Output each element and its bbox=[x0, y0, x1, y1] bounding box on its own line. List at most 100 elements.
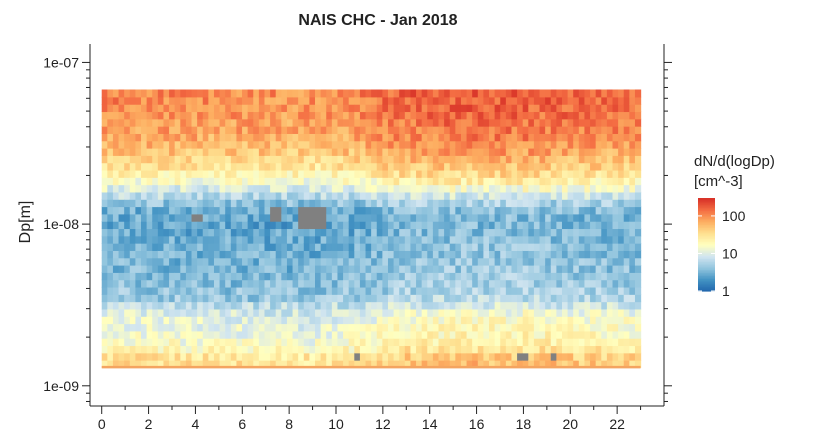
heatmap-cell bbox=[258, 235, 266, 244]
heatmap-cell bbox=[449, 104, 456, 113]
heatmap-cell bbox=[197, 177, 204, 186]
heatmap-cell bbox=[601, 96, 608, 105]
heatmap-cell bbox=[185, 155, 193, 164]
heatmap-cell bbox=[320, 199, 327, 208]
heatmap-cell bbox=[489, 345, 496, 354]
heatmap-cell bbox=[432, 279, 440, 288]
heatmap-cell bbox=[208, 221, 215, 230]
heatmap-cell bbox=[528, 345, 535, 354]
heatmap-cell bbox=[623, 199, 630, 208]
heatmap-cell bbox=[225, 206, 232, 215]
heatmap-cell bbox=[298, 316, 305, 325]
heatmap-cell bbox=[275, 140, 282, 149]
heatmap-cell bbox=[455, 243, 462, 251]
heatmap-cell bbox=[494, 104, 501, 113]
heatmap-cell bbox=[578, 286, 586, 295]
heatmap-cell bbox=[118, 257, 125, 266]
heatmap-cell bbox=[432, 177, 440, 186]
heatmap-cell bbox=[376, 169, 383, 178]
heatmap-cell bbox=[528, 243, 535, 251]
heatmap-cell bbox=[365, 162, 372, 171]
heatmap-cell bbox=[511, 89, 518, 98]
heatmap-cell bbox=[421, 118, 428, 127]
heatmap-cell bbox=[258, 250, 266, 259]
heatmap-cell bbox=[517, 316, 524, 325]
heatmap-cell bbox=[410, 243, 417, 251]
heatmap-cell bbox=[483, 133, 490, 142]
heatmap-cell bbox=[101, 352, 108, 361]
heatmap-cell bbox=[337, 191, 344, 200]
heatmap-cell bbox=[230, 199, 238, 208]
heatmap-cell bbox=[634, 126, 642, 134]
heatmap-cell bbox=[489, 104, 496, 113]
heatmap-cell bbox=[348, 352, 355, 361]
heatmap-cell bbox=[315, 243, 322, 251]
heatmap-cell bbox=[545, 338, 552, 347]
heatmap-cell bbox=[281, 352, 288, 361]
heatmap-cell bbox=[404, 191, 412, 200]
heatmap-cell bbox=[567, 221, 574, 230]
heatmap-cell bbox=[365, 286, 372, 295]
heatmap-cell bbox=[169, 345, 176, 354]
heatmap-cell bbox=[365, 257, 372, 266]
heatmap-cell bbox=[438, 294, 445, 303]
heatmap-cell bbox=[141, 294, 148, 303]
heatmap-cell bbox=[202, 272, 209, 281]
heatmap-cell bbox=[236, 126, 243, 134]
heatmap-cell bbox=[112, 169, 120, 178]
heatmap-cell bbox=[556, 316, 563, 325]
heatmap-cell bbox=[281, 89, 288, 98]
heatmap-cell bbox=[101, 272, 108, 281]
heatmap-cell bbox=[427, 345, 434, 354]
heatmap-cell bbox=[169, 352, 176, 361]
heatmap-cell bbox=[236, 316, 243, 325]
heatmap-cell bbox=[152, 360, 159, 368]
heatmap-cell bbox=[258, 199, 266, 208]
heatmap-cell bbox=[601, 294, 608, 303]
heatmap-cell bbox=[590, 345, 597, 354]
heatmap-cell bbox=[382, 96, 389, 105]
heatmap-cell bbox=[466, 330, 473, 339]
heatmap-cell bbox=[359, 191, 367, 200]
heatmap-cell bbox=[129, 338, 136, 347]
heatmap-cell bbox=[275, 177, 282, 186]
heatmap-cell bbox=[595, 301, 602, 310]
heatmap-cell bbox=[528, 169, 535, 178]
heatmap-cell bbox=[185, 111, 193, 120]
heatmap-cell bbox=[208, 118, 215, 127]
heatmap-cell bbox=[275, 89, 282, 98]
heatmap-cell bbox=[387, 169, 395, 178]
heatmap-cell bbox=[320, 330, 327, 339]
heatmap-cell bbox=[460, 352, 468, 361]
heatmap-cell bbox=[225, 140, 232, 149]
heatmap-cell bbox=[348, 213, 355, 222]
heatmap-cell bbox=[225, 191, 232, 200]
heatmap-cell bbox=[118, 213, 125, 222]
heatmap-cell bbox=[298, 169, 305, 178]
heatmap-cell bbox=[393, 148, 400, 156]
heatmap-cell bbox=[399, 272, 406, 281]
heatmap-cell bbox=[247, 250, 254, 259]
heatmap-cell bbox=[517, 250, 524, 259]
heatmap-cell bbox=[208, 338, 215, 347]
heatmap-cell bbox=[623, 352, 630, 361]
heatmap-cell bbox=[595, 265, 602, 273]
heatmap-cell bbox=[376, 184, 383, 193]
heatmap-cell bbox=[253, 294, 260, 303]
heatmap-cell bbox=[157, 126, 165, 134]
heatmap-cell bbox=[225, 221, 232, 230]
heatmap-cell bbox=[197, 199, 204, 208]
heatmap-cell bbox=[146, 206, 153, 215]
heatmap-cell bbox=[348, 96, 355, 105]
heatmap-cell bbox=[522, 199, 529, 208]
heatmap-cell bbox=[236, 286, 243, 295]
heatmap-cell bbox=[258, 308, 266, 317]
heatmap-cell bbox=[275, 250, 282, 259]
heatmap-cell bbox=[606, 286, 614, 295]
heatmap-cell bbox=[606, 213, 614, 222]
heatmap-cell bbox=[371, 286, 378, 295]
heatmap-cell bbox=[303, 330, 310, 339]
heatmap-cell bbox=[522, 308, 529, 317]
heatmap-cell bbox=[511, 272, 518, 281]
heatmap-cell bbox=[225, 345, 232, 354]
